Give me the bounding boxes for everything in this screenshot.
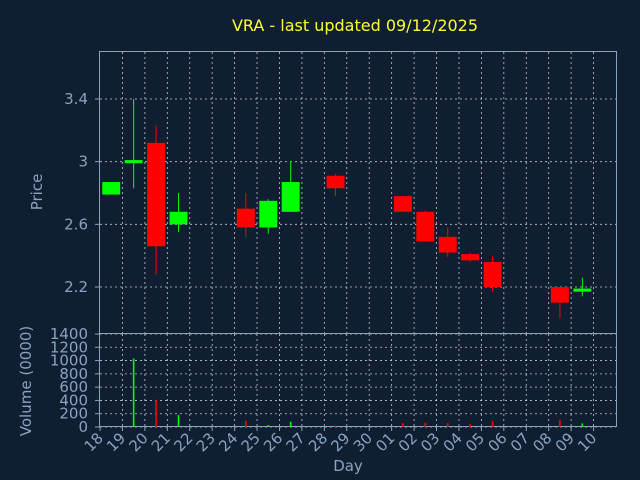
price-tick-label: 2.2	[64, 278, 88, 296]
candle-body	[236, 208, 255, 228]
volume-tick-label: 600	[59, 378, 88, 396]
volume-bar	[334, 425, 337, 427]
volume-tick-label: 200	[59, 405, 88, 423]
candle-body	[147, 142, 166, 247]
candle-body	[416, 211, 435, 242]
volume-bar	[559, 419, 561, 427]
price-axis-label: Price	[28, 174, 46, 211]
volume-grid	[100, 333, 616, 428]
candle-body	[393, 196, 412, 212]
price-y-axis: 2.2 2.6 3 3.4	[64, 90, 100, 296]
volume-bar	[581, 423, 584, 427]
candle-body	[483, 261, 502, 287]
candle-body	[573, 288, 592, 292]
volume-bar	[424, 422, 427, 427]
price-tick-label: 3.4	[64, 90, 88, 108]
volume-bar	[469, 424, 471, 427]
volume-tick-label: 400	[59, 391, 88, 409]
volume-bar	[491, 421, 494, 427]
volume-tick-label: 0	[78, 418, 88, 436]
volume-bar	[267, 425, 270, 427]
volume-bar	[402, 423, 404, 427]
candle-body	[281, 182, 300, 212]
volume-tick-label: 1400	[50, 325, 88, 343]
volume-tick-label: 800	[59, 365, 88, 383]
day-tick-label: 10	[574, 429, 600, 455]
volume-tick-label: 1000	[50, 352, 88, 370]
candle-body	[550, 287, 569, 303]
chart-title: VRA - last updated 09/12/2025	[232, 16, 478, 35]
volume-plot-frame	[99, 333, 617, 427]
volume-bar	[155, 399, 157, 427]
candle-body	[438, 236, 457, 253]
day-x-axis: 1819202122232425262728293001020304050607…	[81, 427, 600, 455]
volume-bar	[132, 358, 135, 427]
candle-body	[169, 211, 188, 225]
price-grid	[100, 52, 616, 334]
candle-body	[259, 200, 278, 228]
volume-bar	[177, 415, 180, 427]
candle-body	[124, 160, 143, 164]
price-plot-frame	[99, 51, 617, 334]
candle-body	[326, 175, 345, 189]
day-axis-label: Day	[333, 457, 363, 475]
price-tick-label: 3	[78, 153, 88, 171]
candle-body	[461, 254, 480, 261]
volume-bar	[289, 421, 292, 427]
volume-bars	[110, 358, 584, 427]
volume-tick-label: 1200	[50, 338, 88, 356]
volume-bar	[245, 420, 247, 427]
price-tick-label: 2.6	[64, 215, 88, 233]
candlestick-series	[102, 99, 592, 319]
candle-body	[102, 182, 121, 195]
volume-bar	[446, 423, 449, 427]
volume-axis-label: Volume (0000)	[17, 326, 35, 436]
